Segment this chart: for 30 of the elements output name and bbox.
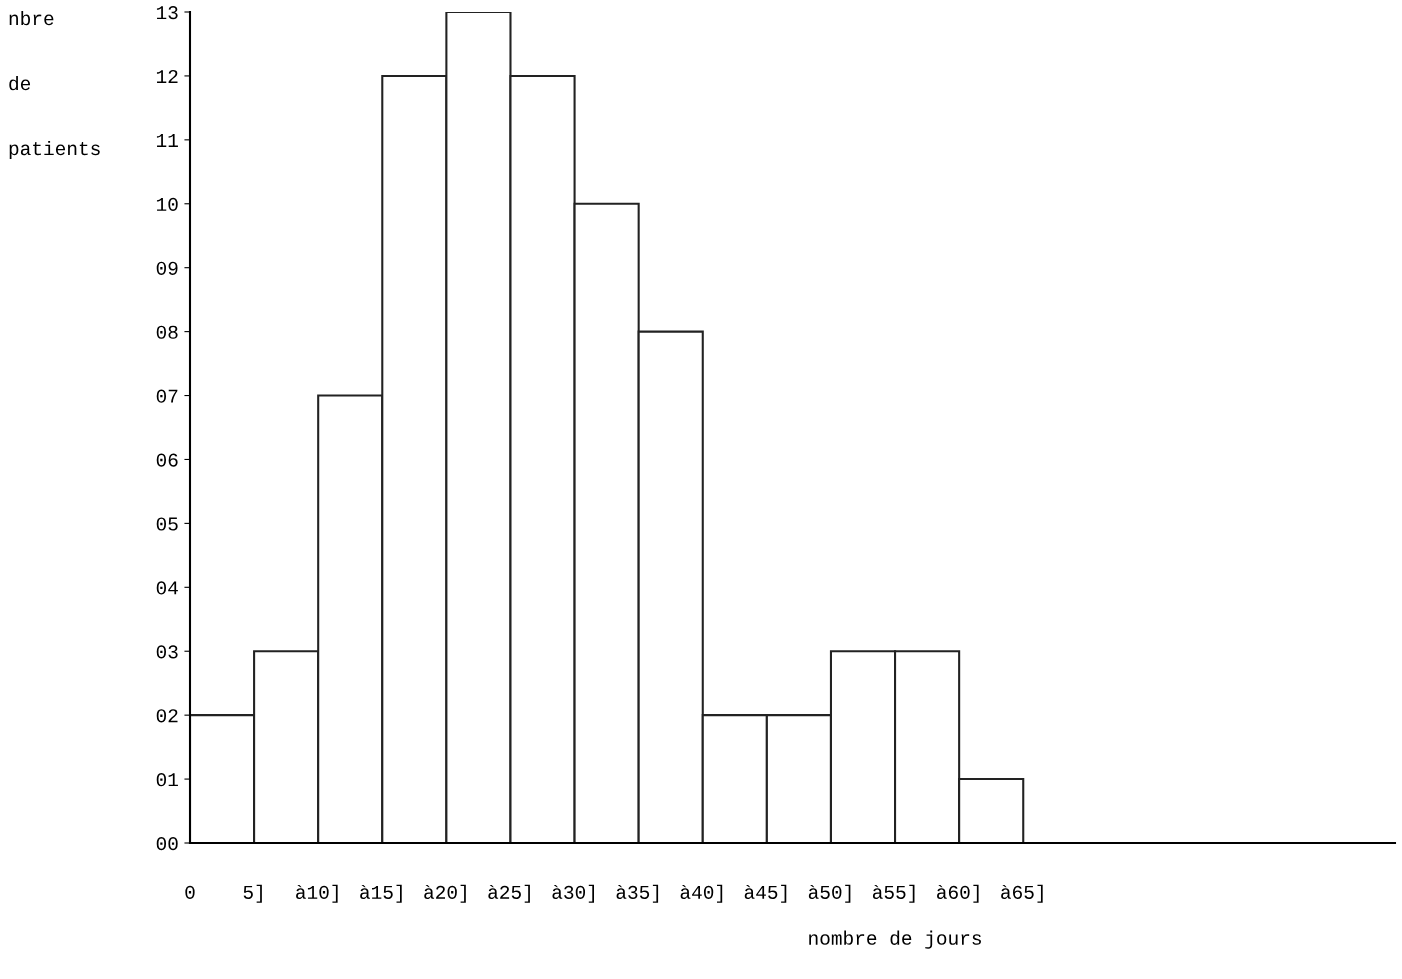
x-tick-label: à20] [424, 884, 466, 903]
y-tick-label: 02 [156, 709, 178, 723]
y-tick-label: 01 [156, 773, 178, 787]
x-tick-label: à25] [488, 884, 530, 903]
text: nbre de patients [9, 10, 100, 160]
y-tick-label: 11 [156, 134, 178, 147]
y-tick-label: 06 [156, 453, 178, 467]
x-tick-label: 5] [243, 884, 262, 903]
x-axis-title: nombre de jours [809, 930, 981, 949]
y-tick-label: 08 [156, 325, 178, 339]
y-tick-label: 04 [156, 581, 178, 595]
x-tick-label: à65] [1001, 884, 1043, 903]
y-tick-label: 09 [156, 261, 178, 275]
x-tick-label: à40] [680, 884, 723, 903]
x-tick-label: 0 [185, 885, 195, 899]
y-tick-label: 12 [156, 69, 178, 83]
y-tick-label: 07 [156, 389, 178, 403]
x-tick-label: à50] [808, 884, 851, 903]
x-tick-label: à15] [360, 884, 402, 903]
x-tick-label: à60] [937, 884, 979, 903]
y-tick-label: 13 [156, 6, 178, 20]
y-tick-label: 00 [156, 837, 178, 851]
x-tick-label: à10] [296, 884, 338, 903]
y-tick-label: 10 [156, 197, 178, 212]
x-tick-label: à45] [744, 884, 787, 903]
x-tick-label: à35] [616, 884, 659, 903]
y-tick-label: 03 [156, 645, 178, 659]
y-tick-label: 05 [156, 517, 178, 531]
x-tick-label: à30] [552, 884, 594, 903]
x-tick-label: à55] [872, 884, 915, 903]
